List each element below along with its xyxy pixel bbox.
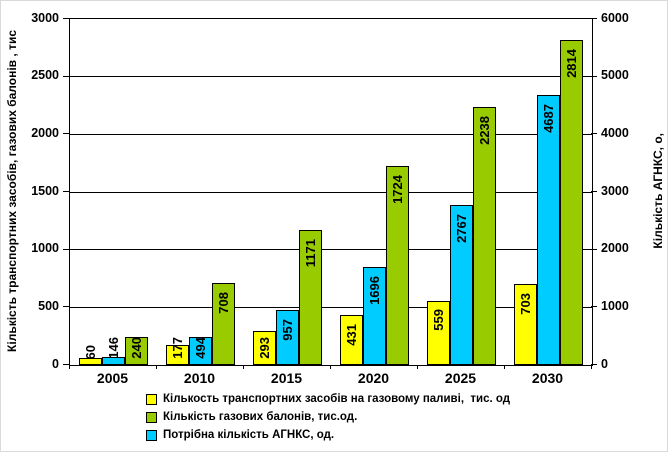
bar-2020-0 bbox=[340, 315, 363, 365]
bar-value-label: 146 bbox=[105, 337, 121, 360]
bar-2020-1 bbox=[363, 267, 386, 365]
y-axis-right-tick-label: 3000 bbox=[601, 183, 629, 198]
legend-item-0: Кількость транспортних засобів на газово… bbox=[146, 392, 510, 406]
legend: Кількость транспортних засобів на газово… bbox=[146, 392, 510, 442]
y-axis-left-tick-label: 2500 bbox=[31, 68, 59, 83]
bar-value-label: 1724 bbox=[389, 175, 405, 205]
bar-value-label: 957 bbox=[279, 318, 295, 341]
bar-value-label: 559 bbox=[430, 309, 446, 332]
x-axis-tick bbox=[591, 365, 592, 369]
y-axis-right-tick-label: 0 bbox=[601, 356, 608, 371]
bar-2005-0 bbox=[79, 358, 102, 365]
legend-swatch bbox=[146, 393, 157, 405]
y-axis-left-tick-label: 500 bbox=[38, 298, 59, 313]
y-axis-right-tick-label: 2000 bbox=[601, 241, 629, 256]
y-axis-left-tick-label: 0 bbox=[52, 356, 59, 371]
legend-swatch bbox=[146, 429, 157, 441]
bar-value-label: 708 bbox=[215, 292, 231, 314]
tick-left bbox=[63, 248, 69, 250]
legend-label: Потрібна кількість АГНКС, од. bbox=[163, 429, 335, 441]
x-axis-tick bbox=[156, 365, 157, 369]
bar-2030-1 bbox=[537, 94, 560, 365]
legend-item-1: Кількість газових балонів, тис.од. bbox=[146, 410, 510, 424]
tick-left bbox=[63, 18, 69, 19]
y-axis-right-tick-label: 5000 bbox=[601, 68, 629, 83]
gridline bbox=[70, 133, 592, 135]
tick-right bbox=[591, 133, 597, 135]
bar-value-label: 494 bbox=[192, 337, 208, 360]
bar-2010-2 bbox=[212, 283, 235, 365]
x-axis-category-label: 2020 bbox=[357, 370, 390, 386]
bar-2025-0 bbox=[427, 300, 450, 365]
bar-value-label: 177 bbox=[169, 337, 185, 360]
bar-value-label: 2767 bbox=[453, 214, 469, 244]
bar-value-label: 4687 bbox=[540, 103, 556, 133]
legend-item-2: Потрібна кількість АГНКС, од. bbox=[146, 428, 510, 442]
gridline bbox=[70, 306, 592, 308]
bar-2010-1 bbox=[189, 336, 212, 365]
tick-left bbox=[63, 364, 69, 365]
tick-left bbox=[63, 75, 69, 77]
bar-value-label: 240 bbox=[128, 337, 144, 360]
bar-value-label: 60 bbox=[82, 344, 98, 360]
tick-right bbox=[591, 248, 597, 250]
x-axis-tick bbox=[243, 365, 244, 369]
tick-right bbox=[591, 75, 597, 77]
bar-2005-2 bbox=[125, 337, 148, 365]
y-axis-left-tick-label: 2000 bbox=[31, 125, 59, 140]
x-axis-tick bbox=[504, 365, 505, 369]
gridline bbox=[70, 76, 592, 78]
x-axis-category-label: 2015 bbox=[270, 370, 303, 386]
tick-left bbox=[63, 306, 69, 308]
bar-2025-2 bbox=[473, 106, 496, 365]
y-axis-left-tick-label: 1500 bbox=[31, 183, 59, 198]
bar-value-label: 2814 bbox=[563, 49, 579, 79]
legend-swatch bbox=[146, 411, 157, 423]
x-axis-category-label: 2025 bbox=[444, 370, 477, 386]
gridline bbox=[70, 191, 592, 193]
y-axis-right-tick-label: 4000 bbox=[601, 125, 629, 140]
bar-2015-2 bbox=[299, 229, 322, 365]
y-axis-right-tick-label: 1000 bbox=[601, 298, 629, 313]
bar-value-label: 293 bbox=[256, 337, 272, 360]
x-axis-category-label: 2010 bbox=[183, 370, 216, 386]
bar-value-label: 703 bbox=[517, 292, 533, 315]
tick-right bbox=[591, 306, 597, 308]
bar-value-label: 1696 bbox=[366, 276, 382, 306]
bar-2020-2 bbox=[386, 166, 409, 365]
x-axis-tick bbox=[330, 365, 331, 369]
x-axis-category-label: 2030 bbox=[531, 370, 564, 386]
bar-2015-1 bbox=[276, 309, 299, 365]
plot-area: 60 177 293 431 559 703 240 708 1171 1724 2238 2814 1… bbox=[69, 18, 593, 366]
bar-2010-0 bbox=[166, 344, 189, 365]
bar-2030-2 bbox=[560, 40, 583, 365]
tick-right bbox=[591, 364, 597, 365]
bar-value-label: 431 bbox=[343, 324, 359, 346]
bar-value-label: 2238 bbox=[476, 115, 492, 145]
bar-2025-1 bbox=[450, 205, 473, 365]
tick-right bbox=[591, 18, 597, 19]
bar-2015-0 bbox=[253, 331, 276, 365]
x-axis-tick bbox=[69, 365, 70, 369]
legend-label: Кількость транспортних засобів на газово… bbox=[163, 393, 511, 405]
x-axis-tick bbox=[417, 365, 418, 369]
x-axis-category-label: 2005 bbox=[96, 370, 129, 386]
tick-left bbox=[63, 191, 69, 192]
legend-label: Кількість газових балонів, тис.од. bbox=[163, 411, 358, 423]
y-axis-right-tick-label: 6000 bbox=[601, 10, 629, 25]
tick-left bbox=[63, 133, 69, 135]
bar-2030-0 bbox=[514, 283, 537, 365]
bar-value-label: 1171 bbox=[302, 239, 318, 268]
y-axis-left-tick-label: 1000 bbox=[31, 241, 59, 256]
gridline bbox=[70, 249, 592, 251]
y-axis-right-title: Кількість АГНКС, о, bbox=[651, 133, 665, 249]
tick-right bbox=[591, 191, 597, 192]
bar-2005-1 bbox=[102, 356, 125, 365]
y-axis-left-tick-label: 3000 bbox=[31, 10, 59, 25]
